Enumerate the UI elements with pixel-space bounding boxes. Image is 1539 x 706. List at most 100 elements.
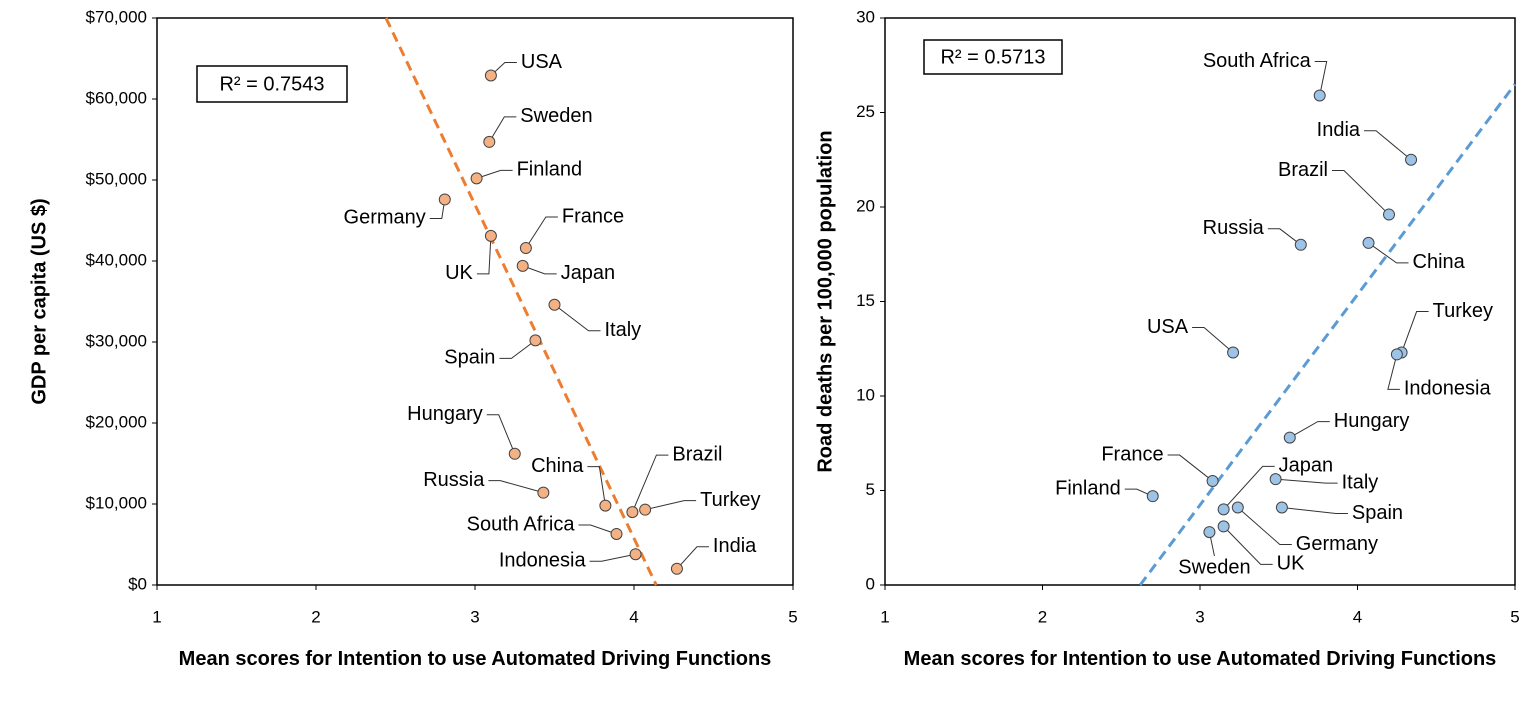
leader-line [476, 169, 513, 179]
leader-line [1289, 421, 1330, 439]
point [1294, 238, 1307, 251]
trendline [384, 17, 658, 586]
y-tick-label: 30 [856, 7, 875, 26]
leader-line [1275, 478, 1338, 484]
x-tick-label: 1 [152, 607, 161, 626]
leader-line [589, 553, 636, 562]
point-label: France [1101, 443, 1163, 465]
leader-line [1237, 507, 1292, 546]
point [1313, 89, 1326, 102]
point-label: Hungary [407, 403, 483, 425]
point-label: Germany [344, 207, 426, 229]
x-tick-label: 2 [1038, 607, 1047, 626]
point-label: India [713, 535, 757, 557]
leader-line [525, 216, 558, 249]
leader-line [1223, 526, 1273, 565]
point [1390, 348, 1403, 361]
point [670, 562, 683, 575]
point-label: UK [1277, 553, 1305, 575]
leader-line [587, 466, 606, 506]
point [529, 334, 542, 347]
annotation: R² = 0.7543 [219, 73, 324, 95]
y-tick-label: 25 [856, 102, 875, 121]
annotation-box [196, 65, 348, 103]
point-label: USA [521, 51, 563, 73]
y-tick-label: $30,000 [86, 331, 147, 350]
point [548, 298, 561, 311]
point-label: Japan [561, 262, 616, 284]
leader-line [488, 116, 517, 143]
point-label: Spain [1352, 502, 1403, 524]
point [639, 503, 652, 516]
point-label: Indonesia [1404, 378, 1492, 400]
annotation-box [923, 39, 1063, 75]
leader-line [522, 265, 557, 275]
leader-line [1167, 454, 1213, 482]
x-axis-title-text: Mean scores for Intention to use Automat… [178, 648, 772, 670]
point-label: France [562, 205, 624, 227]
leader-line [554, 304, 601, 332]
point-label: Brazil [672, 443, 722, 465]
x-tick-label: 4 [1353, 607, 1362, 626]
x-axis-title: Mean scores for Intention to use Automat… [178, 648, 772, 670]
point [483, 135, 496, 148]
chart: 0 5 10 15 20 25 30 1 2 3 4 5 Road deaths per 100,000… [814, 7, 1519, 670]
point-label: Germany [1296, 533, 1378, 555]
point-label: Brazil [1278, 159, 1328, 181]
point-label: Russia [423, 469, 485, 491]
point [1203, 526, 1216, 539]
point-label: South Africa [1203, 50, 1312, 72]
point-label: Japan [1279, 455, 1334, 477]
trendline [1138, 83, 1517, 586]
leader-line [499, 339, 536, 359]
y-tick-label: 10 [856, 385, 875, 404]
point-label: China [531, 455, 584, 477]
chart: $0 $10,000 $20,000 $30,000 $40,000 $50,000 $60… [28, 7, 797, 670]
leader-line [1223, 465, 1275, 510]
y-tick-label: $20,000 [86, 412, 147, 431]
plot-area [156, 17, 794, 586]
leader-line [429, 199, 446, 219]
y-axis-title: GDP per capita (US $) [28, 198, 50, 404]
point [508, 447, 521, 460]
leader-line [676, 546, 709, 570]
point-label: Turkey [1433, 300, 1493, 322]
leader-line [1387, 354, 1400, 390]
leader-line [490, 62, 517, 76]
point-label: South Africa [467, 513, 576, 535]
x-tick-label: 1 [880, 607, 889, 626]
point-label: Hungary [1334, 410, 1410, 432]
point [1362, 236, 1375, 249]
point [484, 229, 497, 242]
point-label: Italy [605, 319, 642, 341]
point [626, 506, 639, 519]
point [1227, 346, 1240, 359]
point [470, 172, 483, 185]
point-label: Russia [1203, 217, 1265, 239]
point-label: Indonesia [499, 550, 587, 572]
y-tick-label: $60,000 [86, 88, 147, 107]
x-tick-label: 3 [470, 607, 479, 626]
leader-line [1401, 311, 1429, 353]
leader-line [1314, 60, 1328, 96]
y-tick-label: $0 [128, 574, 147, 593]
x-tick-label: 4 [629, 607, 638, 626]
point [629, 548, 642, 561]
point-label: Sweden [1178, 556, 1250, 578]
plot-area [884, 17, 1516, 586]
x-tick-label: 5 [1510, 607, 1519, 626]
leader-line [476, 235, 492, 275]
leader-line [631, 454, 669, 513]
leader-line [486, 414, 516, 454]
x-tick-label: 3 [1195, 607, 1204, 626]
x-axis-title: Mean scores for Intention to use Automat… [904, 648, 1497, 670]
x-tick-label: 2 [311, 607, 320, 626]
leader-line [1332, 170, 1390, 215]
point-label: USA [1147, 316, 1189, 338]
point [610, 527, 623, 540]
y-axis-title: Road deaths per 100,000 population [814, 130, 836, 472]
point-label: Spain [444, 347, 495, 369]
point-label: China [1413, 251, 1466, 273]
point-label: India [1317, 119, 1361, 141]
